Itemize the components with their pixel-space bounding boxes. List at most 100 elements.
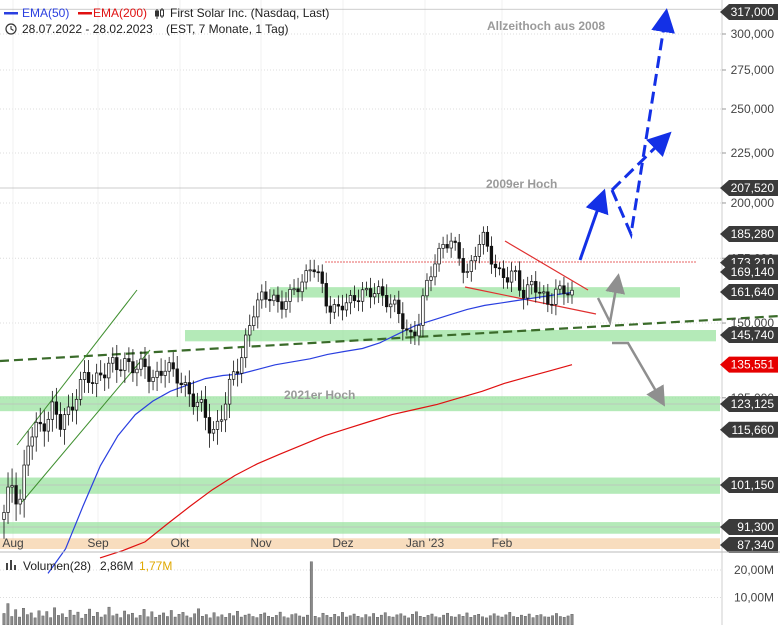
support-zone — [0, 538, 720, 549]
volume-bar — [72, 614, 76, 625]
price-tag — [720, 356, 778, 373]
volume-bar — [2, 613, 6, 625]
volume-bar — [127, 614, 130, 625]
volume-bar — [360, 617, 364, 625]
volume-bar — [103, 614, 107, 625]
volume-bar — [325, 615, 329, 625]
annotation-allzeithoch: Allzeithoch aus 2008 — [487, 19, 605, 33]
volume-bar — [162, 612, 165, 625]
candle-body — [372, 293, 377, 298]
volume-bar — [278, 611, 282, 625]
volume-bar — [294, 613, 298, 625]
volume-bar — [259, 614, 263, 625]
candle-body — [526, 284, 530, 299]
trend-channel-upper — [16, 289, 138, 446]
volume-bar — [430, 613, 434, 625]
candle-body — [352, 295, 357, 302]
volume-bar — [60, 613, 64, 625]
candle-body — [171, 362, 175, 370]
candle-body — [50, 401, 54, 420]
ema200-legend: EMA(200) — [93, 6, 147, 20]
volume-bar — [512, 616, 516, 625]
volume-bar — [547, 616, 551, 625]
x-tick-label: Dez — [332, 536, 353, 550]
time-axis: Aug Sep Okt Nov Dez Jan '23 Feb — [2, 536, 512, 550]
forecast-arrow-second — [610, 131, 672, 192]
volume-bar — [107, 606, 111, 625]
candle-body — [34, 421, 38, 438]
volume-bar — [228, 613, 232, 625]
candle-body — [308, 269, 312, 272]
candle-body — [360, 289, 365, 302]
volume-bar — [220, 614, 224, 625]
volume-value-a: 2,86M — [100, 559, 133, 573]
y-tick-label: 250,000 — [731, 102, 775, 116]
volume-bar — [177, 614, 181, 625]
trend-channel-lower — [21, 349, 151, 503]
volume-bar — [426, 615, 430, 625]
candle-body — [517, 270, 522, 291]
volume-bar — [197, 608, 200, 625]
volume-bar — [76, 611, 80, 625]
volume-bar — [142, 609, 146, 625]
volume-bar — [449, 616, 453, 625]
date-range-detail: (EST, 7 Monate, 1 Tag) — [166, 22, 289, 36]
candle-icon — [155, 8, 164, 19]
candle-body — [493, 263, 498, 269]
volume-bar — [523, 616, 527, 625]
volume-bar — [313, 616, 317, 625]
price-tag — [720, 226, 778, 242]
price-tag-label: 169,140 — [731, 265, 775, 279]
volume-bar — [555, 613, 558, 625]
x-tick-label: Sep — [87, 536, 109, 550]
volume-bar — [376, 617, 379, 625]
candle-body — [248, 325, 252, 336]
volume-bar — [348, 615, 352, 625]
volume-bar — [37, 610, 41, 625]
ema200-legend-swatch — [78, 12, 92, 15]
volume-bar — [115, 613, 119, 625]
x-tick-label: Feb — [492, 536, 513, 550]
volume-bar — [399, 613, 403, 625]
volume-bar — [236, 611, 239, 625]
support-zone — [270, 287, 680, 298]
candle-body — [340, 305, 345, 311]
candle-body — [328, 305, 332, 313]
candle-body — [284, 301, 288, 310]
volume-bar — [481, 616, 484, 625]
x-tick-label: Nov — [250, 536, 271, 550]
forecast-arrow-retest — [596, 273, 626, 326]
candle-body — [538, 291, 542, 294]
volume-bar — [150, 611, 154, 625]
volume-bar — [204, 614, 208, 625]
candle-body — [368, 288, 373, 298]
candle-body — [115, 357, 119, 371]
price-tag-label: 185,280 — [731, 227, 775, 241]
volume-bar — [341, 612, 344, 625]
volume-bar — [321, 612, 325, 625]
price-tag — [720, 4, 778, 20]
candle-body — [22, 464, 26, 500]
volume-bar — [130, 612, 134, 625]
candle-body — [292, 288, 296, 291]
candle-body — [135, 368, 139, 374]
candle-body — [175, 368, 179, 384]
volume-bar — [14, 609, 18, 625]
price-tag — [720, 396, 778, 412]
volume-bar — [414, 611, 418, 625]
candle-body — [445, 244, 449, 249]
candle-body — [425, 279, 429, 297]
volume-bar — [119, 617, 123, 625]
candle-body — [99, 372, 103, 376]
candle-body — [501, 268, 506, 278]
volume-panel: 20,00M 10,00M Volumen(28) 2,86M 1,77M — [0, 551, 780, 625]
price-tag — [720, 180, 778, 196]
volume-bar — [508, 612, 512, 625]
candle-body — [179, 382, 183, 386]
triangle-upper-line — [504, 240, 589, 291]
candle-body — [54, 401, 59, 415]
forecast-arrow-ath — [610, 8, 675, 240]
volume-bar — [271, 617, 274, 625]
y-tick-label: 225,000 — [731, 146, 775, 160]
